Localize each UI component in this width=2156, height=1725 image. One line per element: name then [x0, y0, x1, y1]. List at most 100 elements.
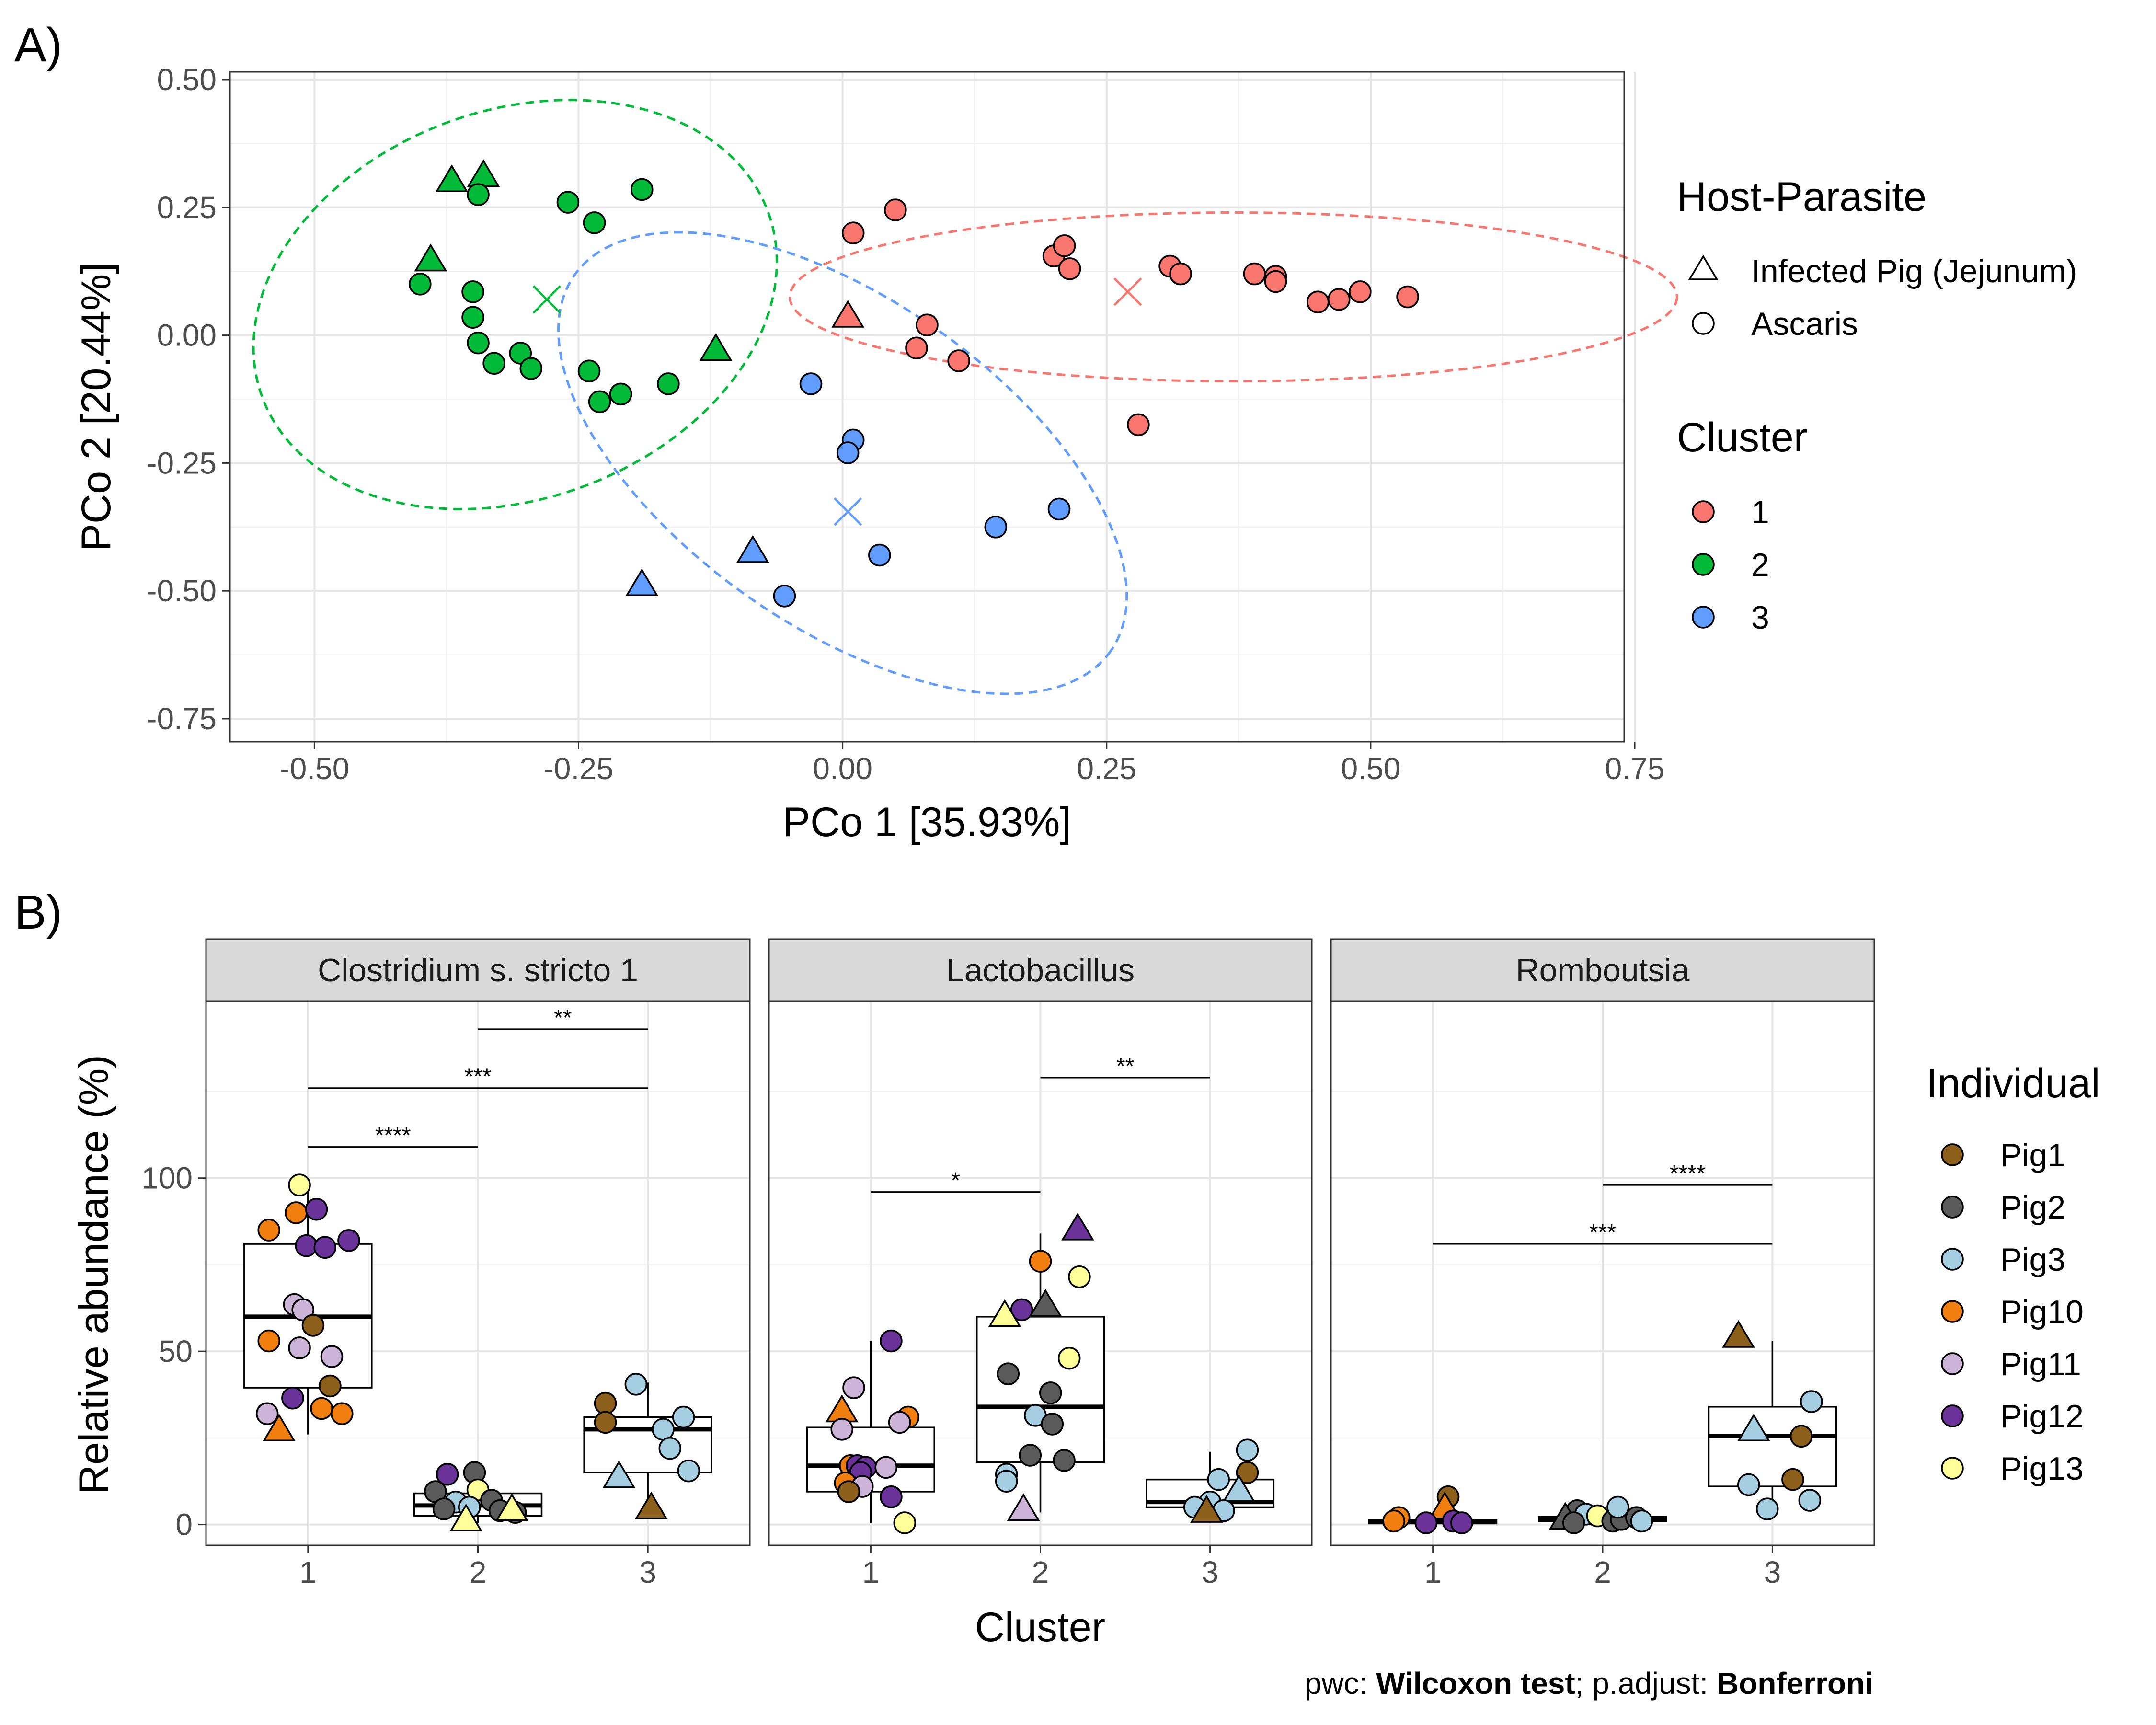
confidence-ellipse-cluster-1: [788, 211, 1678, 383]
data-point-pig1: [1236, 1461, 1259, 1484]
data-point-cluster-2: [409, 273, 432, 296]
data-point-pig13: [495, 1493, 528, 1521]
data-point-cluster-1: [1396, 285, 1419, 309]
data-point-cluster-2: [414, 243, 447, 272]
data-point-cluster-2: [657, 372, 680, 395]
data-point-pig3: [672, 1405, 695, 1429]
x-axis-title: PCo 1 [35.93%]: [783, 799, 1071, 845]
data-point-pig10: [331, 1402, 354, 1426]
data-point-cluster-1: [1058, 257, 1081, 280]
data-point-pig1: [594, 1392, 617, 1415]
data-point-pig10: [257, 1329, 280, 1353]
plot-background: [230, 72, 1624, 742]
data-point-cluster-1: [1349, 280, 1372, 303]
legend-label: Pig3: [2000, 1242, 2065, 1278]
legend-key-triangle: [1688, 254, 1719, 280]
significance-label: ****: [1670, 1161, 1706, 1186]
data-point-pig3: [1755, 1497, 1779, 1520]
legend-key-circle: [1692, 312, 1715, 335]
y-tick-label: 50: [159, 1334, 193, 1368]
confidence-ellipse-cluster-2: [252, 99, 778, 510]
data-point-cluster-2: [588, 390, 611, 414]
x-tick-label: 3: [1202, 1555, 1219, 1589]
data-point-pig1: [301, 1314, 325, 1337]
data-point-pig12: [313, 1236, 337, 1259]
x-tick-label: 2: [1032, 1555, 1049, 1589]
data-point-pig3: [995, 1470, 1018, 1493]
data-point-pig13: [449, 1503, 483, 1531]
data-point-pig3: [652, 1418, 675, 1441]
data-point-pig10: [1029, 1250, 1052, 1273]
data-point-cluster-2: [461, 280, 484, 303]
confidence-ellipse-cluster-3: [557, 231, 1128, 695]
y-tick-label: -0.50: [147, 574, 217, 608]
x-tick-label: 1: [1424, 1555, 1442, 1589]
significance-label: ***: [464, 1064, 491, 1090]
facet-title: Romboutsia: [1516, 952, 1690, 989]
data-point-pig11: [888, 1411, 911, 1434]
data-point-pig1: [1789, 1425, 1813, 1448]
x-tick-label: 0.25: [1077, 751, 1136, 786]
data-point-cluster-3: [984, 516, 1008, 539]
data-point-cluster-1: [1328, 288, 1351, 311]
data-point-pig3: [624, 1373, 648, 1396]
data-point-pig2: [1019, 1444, 1042, 1467]
legend-key-cluster-1: [1692, 500, 1715, 523]
legend-title-host-parasite: Host-Parasite: [1677, 174, 1927, 220]
legend-key-pig13: [1941, 1457, 1964, 1480]
legend-key-pig10: [1941, 1300, 1964, 1323]
data-point-pig13: [988, 1299, 1021, 1327]
data-point-pig12: [1414, 1511, 1438, 1534]
data-point-pig12: [305, 1198, 328, 1221]
data-point-pig1: [837, 1480, 860, 1503]
legend-label: Infected Pig (Jejunum): [1751, 253, 2077, 289]
y-tick-label: 0.25: [157, 190, 217, 225]
data-point-cluster-2: [609, 382, 632, 406]
significance-label: **: [554, 1005, 572, 1031]
data-point-cluster-2: [583, 211, 606, 234]
data-point-pig10: [263, 1414, 296, 1441]
footnote-pwc-value: Wilcoxon test: [1376, 1666, 1575, 1701]
data-point-pig11: [320, 1345, 344, 1368]
data-point-pig2: [1029, 1288, 1062, 1317]
data-point-pig12: [880, 1485, 903, 1508]
pcoa-chart: -0.50 -0.25 0.00 0.25 0.50 0.75 0.50 0.25 0.00 -0…: [73, 62, 2077, 845]
data-point-cluster-2: [556, 191, 580, 214]
data-point-pig11: [842, 1376, 865, 1399]
data-point-pig13: [1068, 1265, 1091, 1288]
data-point-pig2: [1041, 1413, 1064, 1436]
data-point-cluster-2: [519, 357, 543, 380]
data-point-pig1: [1722, 1320, 1755, 1348]
data-point-cluster-1: [1169, 262, 1192, 286]
data-point-cluster-2: [699, 333, 733, 361]
legend-title-individual: Individual: [1926, 1060, 2100, 1106]
data-point-cluster-1: [916, 313, 939, 337]
facet-strip: [205, 938, 751, 1002]
boxplot-chart: Clostridium s. stricto 1*********1 2 30501…: [71, 938, 2100, 1650]
y-axis-title: PCo 2 [20.44%]: [73, 263, 119, 551]
x-tick-label: 1: [862, 1555, 880, 1589]
data-point-pig11: [874, 1456, 898, 1479]
legend-label: 3: [1751, 599, 1769, 636]
data-point-pig12: [880, 1329, 903, 1353]
data-point-pig3: [1630, 1509, 1653, 1533]
legend-key-cluster-3: [1692, 606, 1715, 629]
legend-label: Pig10: [2000, 1294, 2084, 1330]
legend-key-pig12: [1941, 1404, 1964, 1427]
data-point-cluster-1: [905, 336, 928, 360]
data-point-cluster-3: [625, 568, 659, 597]
plot-border: [229, 71, 1625, 743]
x-tick-label: 3: [1764, 1555, 1781, 1589]
x-tick-label: 0.00: [813, 751, 872, 786]
data-point-pig1: [1190, 1495, 1223, 1523]
data-point-pig2: [1039, 1381, 1062, 1404]
data-point-cluster-2: [467, 331, 490, 355]
legend-label: Pig1: [2000, 1137, 2065, 1173]
data-point-pig12: [295, 1234, 318, 1257]
data-point-cluster-1: [947, 349, 970, 372]
data-point-pig3: [1222, 1474, 1256, 1502]
footnote-pwc-label: pwc:: [1305, 1666, 1376, 1701]
data-point-pig13: [288, 1173, 311, 1196]
data-point-pig3: [1737, 1414, 1770, 1441]
x-tick-label: 0.50: [1341, 751, 1401, 786]
